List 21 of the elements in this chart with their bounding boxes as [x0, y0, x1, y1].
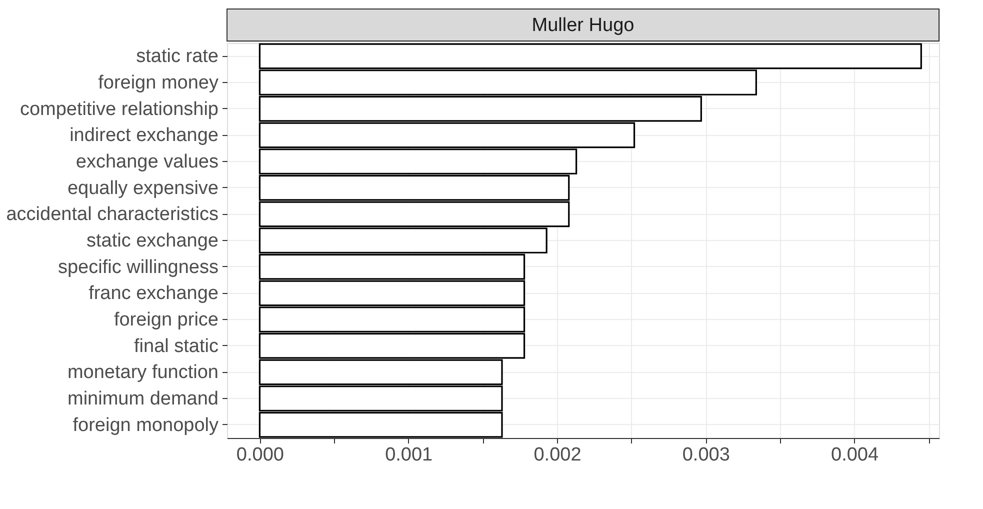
y-tick-label: exchange values: [76, 152, 218, 172]
y-tick-label: foreign money: [98, 72, 219, 94]
y-tick-label: final static: [134, 336, 218, 357]
y-tick-label: accidental characteristics: [6, 204, 218, 226]
x-tick-label: 0.000: [236, 444, 284, 466]
y-tick-label: foreign price: [114, 310, 218, 330]
y-tick-label: minimum demand: [68, 388, 218, 410]
x-tick-label: 0.001: [385, 444, 433, 466]
y-tick-label: specific willingness: [58, 256, 218, 278]
y-tick-label: indirect exchange: [70, 125, 218, 146]
y-tick-label: foreign monopoly: [72, 414, 219, 436]
y-tick-label: static rate: [136, 46, 218, 68]
x-tick-label: 0.003: [682, 444, 730, 466]
y-tick-label: equally expensive: [67, 178, 218, 199]
y-tick-label: competitive relationship: [20, 98, 218, 120]
y-tick-label: static exchange: [86, 230, 218, 252]
y-tick-label: franc exchange: [88, 283, 218, 304]
x-tick-label: 0.002: [534, 444, 582, 466]
chart-title: Muller Hugo: [532, 15, 634, 36]
y-tick-label: monetary function: [67, 362, 218, 384]
x-tick-label: 0.004: [831, 444, 879, 466]
